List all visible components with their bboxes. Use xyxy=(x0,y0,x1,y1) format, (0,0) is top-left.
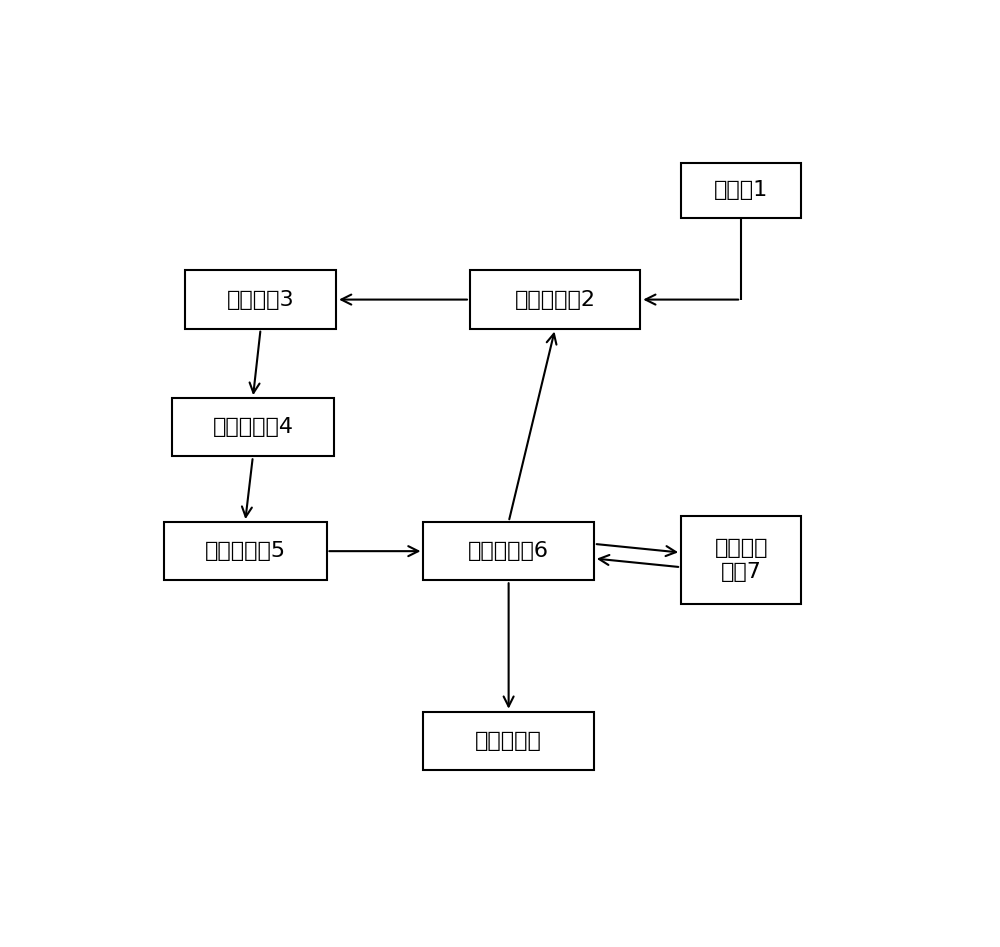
Text: 非增益光纤4: 非增益光纤4 xyxy=(212,418,293,438)
Bar xyxy=(470,271,640,329)
Text: 波分复用器2: 波分复用器2 xyxy=(515,290,596,310)
Bar xyxy=(423,711,594,770)
Bar xyxy=(681,163,801,218)
Bar xyxy=(164,522,326,581)
Text: 偏振控制器5: 偏振控制器5 xyxy=(205,541,286,562)
Bar xyxy=(681,516,801,603)
Bar xyxy=(423,522,594,581)
Text: 增益光纤3: 增益光纤3 xyxy=(227,290,294,310)
Text: 偏振分束器6: 偏振分束器6 xyxy=(468,541,549,562)
Bar xyxy=(185,271,336,329)
Text: 泵浦源1: 泵浦源1 xyxy=(714,180,768,200)
Text: 保偏输出端: 保偏输出端 xyxy=(475,731,542,751)
Text: 可饱和吸
收体7: 可饱和吸 收体7 xyxy=(714,538,768,581)
Bar xyxy=(172,398,334,456)
